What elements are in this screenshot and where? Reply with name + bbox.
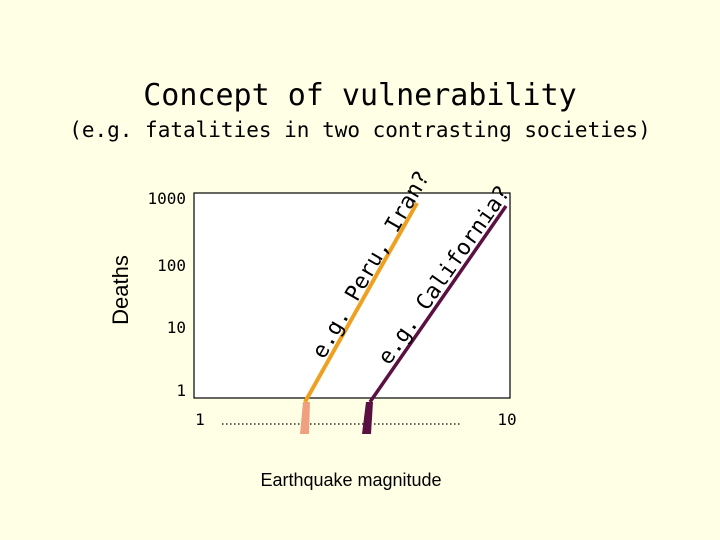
series-california-line (368, 205, 508, 403)
y-tick-10: 10 (167, 318, 186, 337)
x-tick-10: 10 (497, 410, 516, 429)
page-title: Concept of vulnerability (143, 78, 577, 113)
series-california-base (362, 402, 373, 434)
series-peru-iran-base (300, 402, 310, 434)
page-subtitle: (e.g. fatalities in two contrasting soci… (69, 118, 651, 142)
x-axis-label: Earthquake magnitude (260, 470, 441, 490)
series-peru-iran-line (303, 202, 419, 403)
y-axis-label: Deaths (108, 255, 133, 325)
plot-frame (193, 192, 511, 399)
y-tick-1: 1 (176, 381, 186, 400)
y-tick-100: 100 (157, 256, 186, 275)
x-tick-1: 1 (195, 410, 205, 429)
y-tick-1000: 1000 (147, 189, 186, 208)
